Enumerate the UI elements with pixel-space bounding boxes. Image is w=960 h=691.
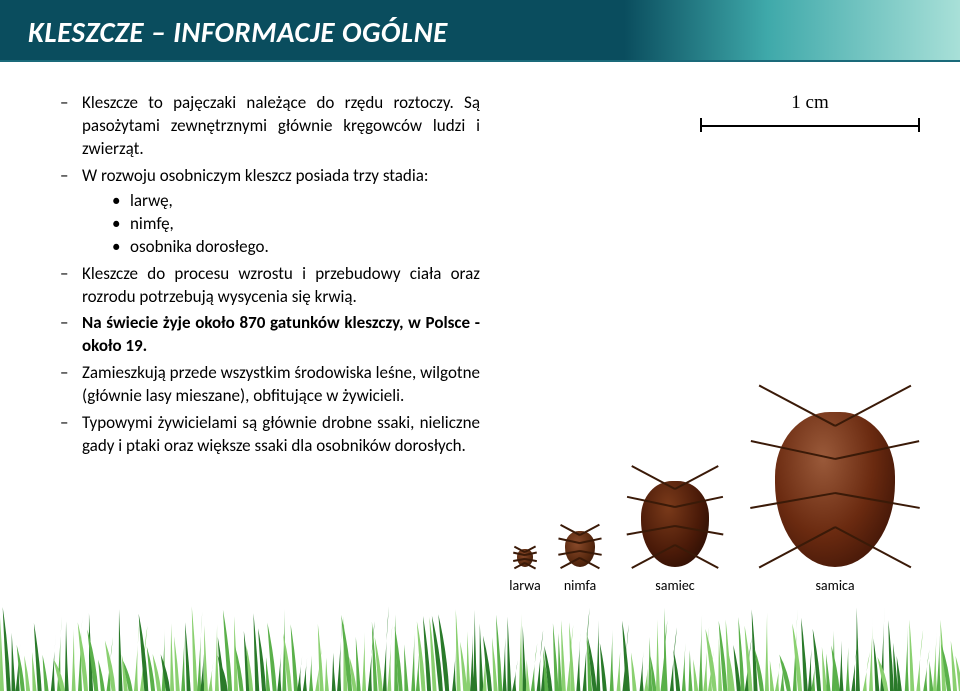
tick-stage-label: samica: [740, 577, 930, 594]
scale-bar: [700, 118, 920, 132]
tick-legs-icon: [621, 464, 730, 576]
tick-body-icon: [565, 531, 595, 567]
bullet-item: Kleszcze do procesu wzrostu i przebudowy…: [60, 263, 480, 309]
bullet-item: Zamieszkują przede wszystkim środowiska …: [60, 362, 480, 408]
page-title: KLESZCZE – INFORMACJE OGÓLNE: [28, 14, 448, 50]
bullet-text: Zamieszkują przede wszystkim środowiska …: [82, 362, 480, 406]
sub-item: osobnika dorosłego.: [112, 236, 480, 259]
bullet-item: W rozwoju osobniczym kleszcz posiada trz…: [60, 165, 480, 259]
page-title-bar: KLESZCZE – INFORMACJE OGÓLNE: [0, 0, 960, 62]
bullet-text: Typowymi żywicielami są głównie drobne s…: [82, 412, 480, 456]
bullet-item: Kleszcze to pajęczaki należące do rzędu …: [60, 92, 480, 161]
bullet-text: Kleszcze to pajęczaki należące do rzędu …: [82, 92, 480, 159]
tick-body-icon: [517, 549, 533, 567]
diagram-column: 1 cm larwanimfasamiecsamica: [500, 92, 940, 462]
tick-stage-label: nimfa: [550, 577, 610, 594]
scale-label: 1 cm: [700, 92, 920, 114]
sub-item: nimfę,: [112, 213, 480, 236]
bullet-item: Typowymi żywicielami są głównie drobne s…: [60, 412, 480, 458]
tick-legs-icon: [512, 545, 538, 568]
content-area: Kleszcze to pajęczaki należące do rzędu …: [0, 62, 960, 462]
sub-list: larwę, nimfę, osobnika dorosłego.: [112, 190, 480, 259]
tick-legs-icon: [739, 381, 931, 583]
tick-stage-label: samiec: [610, 577, 740, 594]
tick-stage-nimfa: nimfa: [550, 531, 610, 572]
scale-indicator: 1 cm: [700, 92, 920, 132]
tick-stages-row: larwanimfasamiecsamica: [500, 352, 940, 572]
tick-body-icon: [775, 412, 895, 567]
grass-decoration: [0, 596, 960, 691]
tick-stage-samica: samica: [740, 412, 930, 572]
sub-item: larwę,: [112, 190, 480, 213]
tick-stage-label: larwa: [500, 577, 550, 594]
bullet-list: Kleszcze to pajęczaki należące do rzędu …: [60, 92, 480, 458]
tick-stage-samiec: samiec: [610, 481, 740, 572]
tick-stage-larwa: larwa: [500, 549, 550, 572]
bullet-text: Kleszcze do procesu wzrostu i przebudowy…: [82, 263, 480, 307]
bullet-item-bold: Na świecie żyje około 870 gatunków klesz…: [60, 312, 480, 358]
bullet-text: Na świecie żyje około 870 gatunków klesz…: [82, 312, 480, 356]
tick-legs-icon: [556, 524, 604, 571]
bullet-text: W rozwoju osobniczym kleszcz posiada trz…: [82, 165, 428, 186]
text-column: Kleszcze to pajęczaki należące do rzędu …: [60, 92, 500, 462]
tick-body-icon: [641, 481, 709, 567]
